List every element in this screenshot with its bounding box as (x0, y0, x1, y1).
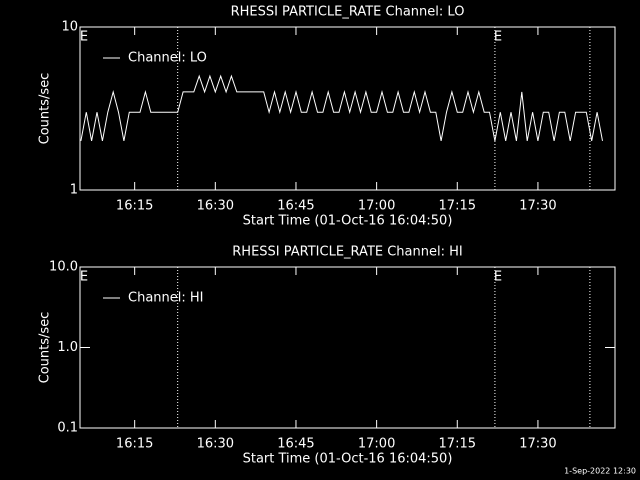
x-tick-label: 17:15 (439, 437, 476, 452)
x-axis-label: Start Time (01-Oct-16 16:04:50) (243, 452, 453, 467)
legend-label: Channel: LO (128, 51, 207, 66)
x-tick-label: 17:30 (519, 437, 556, 452)
x-tick-label: 16:45 (277, 437, 314, 452)
annotation: E (494, 30, 502, 45)
x-tick-label: 16:15 (116, 199, 153, 214)
annotation: E (494, 270, 502, 285)
y-tick-label: 1 (70, 183, 78, 198)
y-axis-label: Counts/sec (38, 73, 53, 145)
x-tick-label: 16:15 (116, 437, 153, 452)
x-tick-label: 16:45 (277, 199, 314, 214)
chart-title: RHESSI PARTICLE_RATE Channel: HI (232, 245, 462, 260)
x-tick-label: 17:00 (358, 437, 395, 452)
x-tick-label: 17:15 (439, 199, 476, 214)
x-tick-label: 16:30 (197, 199, 234, 214)
chart-title: RHESSI PARTICLE_RATE Channel: LO (231, 5, 465, 20)
x-axis-label: Start Time (01-Oct-16 16:04:50) (243, 214, 453, 229)
data-line (80, 74, 603, 141)
y-tick-label: 0.1 (57, 421, 78, 436)
y-axis-label: Counts/sec (38, 312, 53, 384)
x-tick-label: 16:30 (197, 437, 234, 452)
annotation: E (80, 30, 88, 45)
y-tick-label: 1.0 (57, 340, 78, 355)
plot-frame (79, 26, 616, 191)
legend-label: Channel: HI (128, 291, 204, 306)
y-tick-label: 10 (61, 20, 78, 35)
y-tick-label: 10.0 (49, 260, 78, 275)
x-tick-label: 17:30 (519, 199, 556, 214)
footer: 1-Sep-2022 12:30 (564, 467, 636, 476)
x-tick-label: 17:00 (358, 199, 395, 214)
annotation: E (80, 270, 88, 285)
